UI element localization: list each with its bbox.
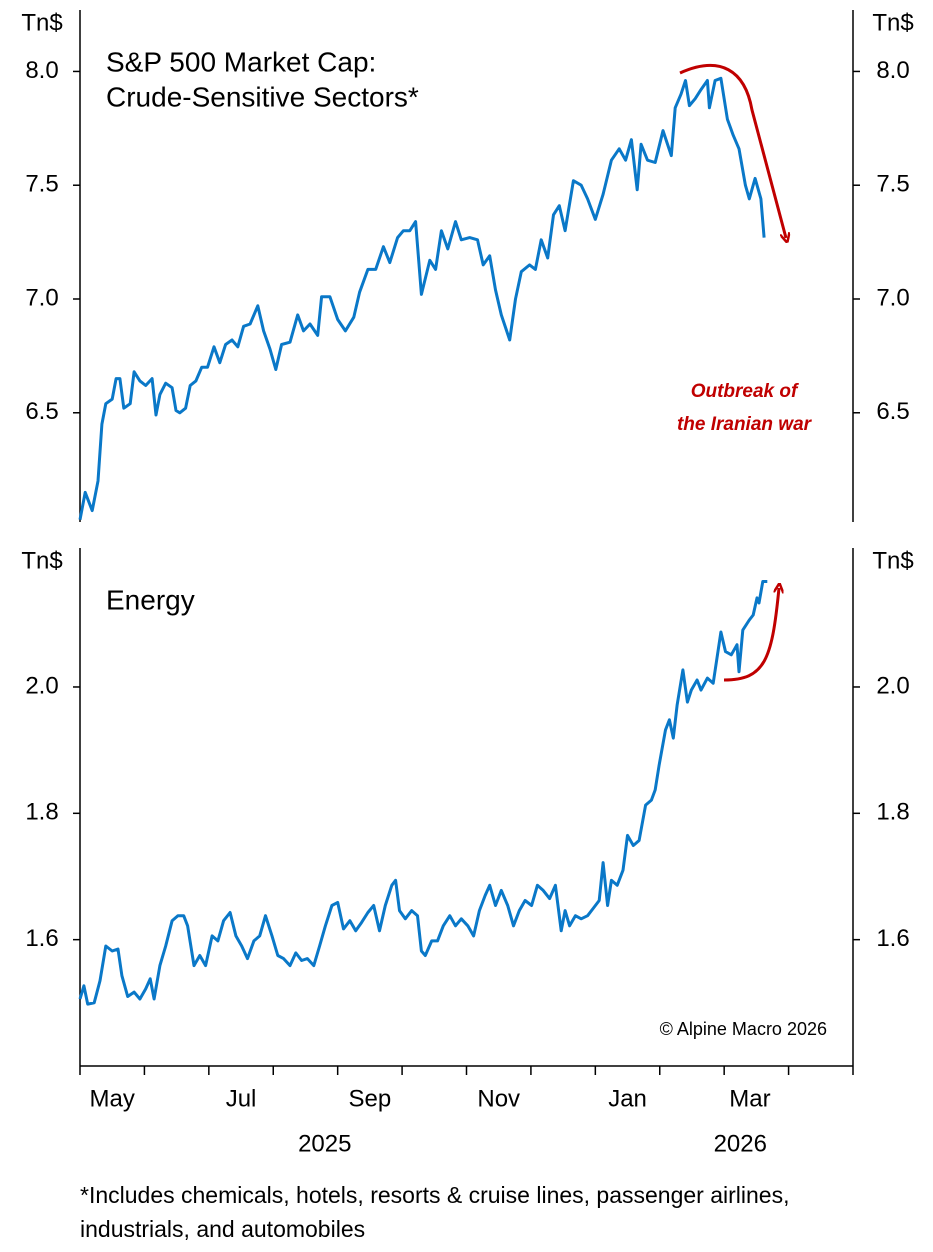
y2-unit: Tn$	[872, 9, 913, 36]
line-series	[78, 76, 766, 520]
x-tick-label: Sep	[349, 1085, 392, 1112]
x-tick-label: Jan	[608, 1085, 647, 1112]
y-unit: Tn$	[21, 9, 62, 36]
x-tick-label: Mar	[729, 1085, 770, 1112]
annotation: the Iranian war	[677, 414, 813, 435]
x-tick-label: Nov	[477, 1085, 520, 1112]
chart: Tn$ Tn$ 8.0 8.0 7.5 7.5 7.0 7.0 6.5 6.5 S&P 500 Ma…	[21, 9, 913, 1157]
y2-tick-label: 7.5	[876, 171, 909, 198]
y-tick-label: 8.0	[25, 57, 58, 84]
x-tick-label: Jul	[226, 1085, 257, 1112]
y-tick-label: 7.0	[25, 284, 58, 311]
arrow	[679, 63, 786, 238]
y2-tick-label: 1.6	[876, 925, 909, 952]
x-tick-label: May	[90, 1085, 135, 1112]
y-tick-label: 7.5	[25, 171, 58, 198]
annotation: Outbreak of	[691, 381, 799, 402]
y2-tick-label: 2.0	[876, 672, 909, 699]
y-tick-label: 1.6	[25, 925, 58, 952]
footnote: *Includes chemicals, hotels, resorts & c…	[80, 1182, 790, 1242]
y-tick-label: 1.8	[25, 799, 58, 826]
chart-title: Energy	[106, 584, 195, 615]
y2-tick-label: 7.0	[876, 284, 909, 311]
y-tick-label: 6.5	[25, 398, 58, 425]
x-year-label: 2026	[714, 1130, 767, 1157]
y2-tick-label: 1.8	[876, 799, 909, 826]
y-tick-label: 2.0	[25, 672, 58, 699]
y2-unit: Tn$	[872, 547, 913, 574]
y2-tick-label: 8.0	[876, 57, 909, 84]
x-year-label: 2025	[298, 1130, 351, 1157]
y2-tick-label: 6.5	[876, 398, 909, 425]
arrow	[723, 588, 779, 682]
line-series	[78, 580, 768, 1006]
chart-title: Crude-Sensitive Sectors*	[106, 81, 419, 112]
chart-title: S&P 500 Market Cap:	[106, 46, 376, 77]
source: © Alpine Macro 2026	[660, 1019, 827, 1039]
y-unit: Tn$	[21, 547, 62, 574]
